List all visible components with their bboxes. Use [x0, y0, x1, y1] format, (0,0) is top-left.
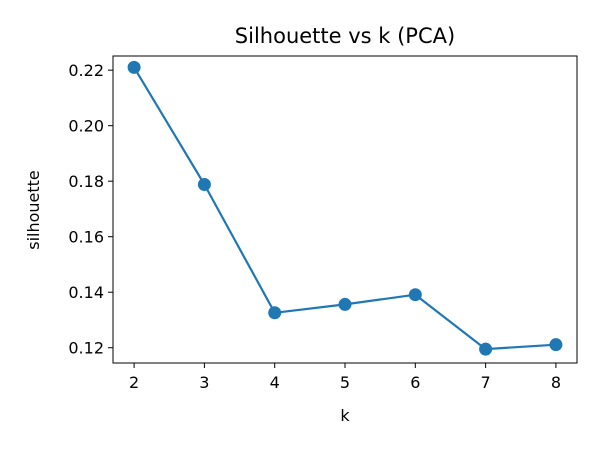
y-tick-label: 0.14 — [68, 283, 104, 302]
y-tick-label: 0.22 — [68, 61, 104, 80]
x-tick-label: 8 — [551, 373, 561, 392]
data-point — [127, 60, 141, 74]
data-point — [408, 288, 422, 302]
data-point — [479, 342, 493, 356]
data-point — [549, 338, 563, 352]
x-tick-label: 4 — [270, 373, 280, 392]
series-layer — [127, 60, 563, 356]
x-tick-label: 2 — [129, 373, 139, 392]
x-tick-label: 6 — [410, 373, 420, 392]
y-tick-label: 0.20 — [68, 117, 104, 136]
y-tick-label: 0.12 — [68, 339, 104, 358]
y-tick-label: 0.16 — [68, 228, 104, 247]
y-axis-ticks: 0.12 0.14 0.16 0.18 0.20 0.22 — [68, 61, 113, 358]
data-point — [268, 306, 282, 320]
data-point — [338, 297, 352, 311]
plot-frame — [112, 55, 578, 364]
x-axis-ticks: 2 3 4 5 6 7 8 — [129, 363, 561, 392]
data-point — [197, 178, 211, 192]
x-tick-label: 3 — [199, 373, 209, 392]
y-axis-label: silhouette — [24, 170, 43, 250]
plot-area — [113, 56, 577, 363]
x-tick-label: 7 — [481, 373, 491, 392]
x-axis-label: k — [340, 406, 350, 425]
x-tick-label: 5 — [340, 373, 350, 392]
chart-title: Silhouette vs k (PCA) — [235, 24, 455, 48]
y-tick-label: 0.18 — [68, 172, 104, 191]
